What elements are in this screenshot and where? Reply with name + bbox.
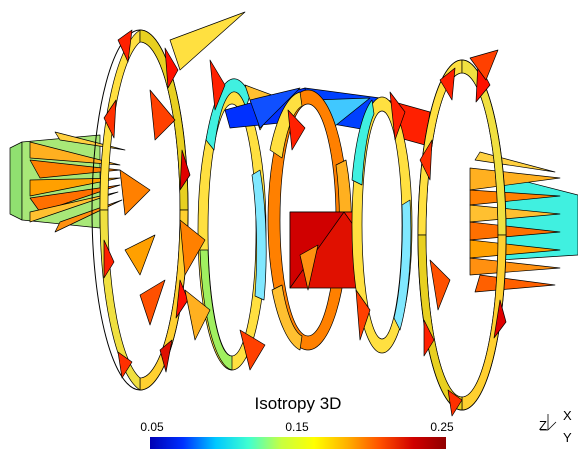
colorbar-tick-max: 0.25 bbox=[430, 420, 454, 434]
ring-4 bbox=[351, 91, 413, 354]
ring-2 bbox=[179, 59, 281, 371]
left-hub-cone bbox=[9, 131, 126, 233]
right-hub-cone bbox=[469, 151, 578, 293]
axis-label-y: Y bbox=[563, 430, 572, 445]
ring-5 bbox=[417, 49, 507, 417]
colorbar-gradient bbox=[150, 437, 446, 449]
axis-label-x: X bbox=[563, 408, 572, 423]
top-band bbox=[224, 87, 431, 146]
colorbar-tick-min: 0.05 bbox=[140, 420, 164, 434]
axis-label-z: Z bbox=[539, 418, 547, 433]
ring-1 bbox=[91, 11, 246, 391]
axis-triad-icon bbox=[540, 414, 557, 431]
colorbar-tick-mid: 0.15 bbox=[285, 420, 309, 434]
colorbar-title: Isotropy 3D bbox=[254, 394, 342, 413]
